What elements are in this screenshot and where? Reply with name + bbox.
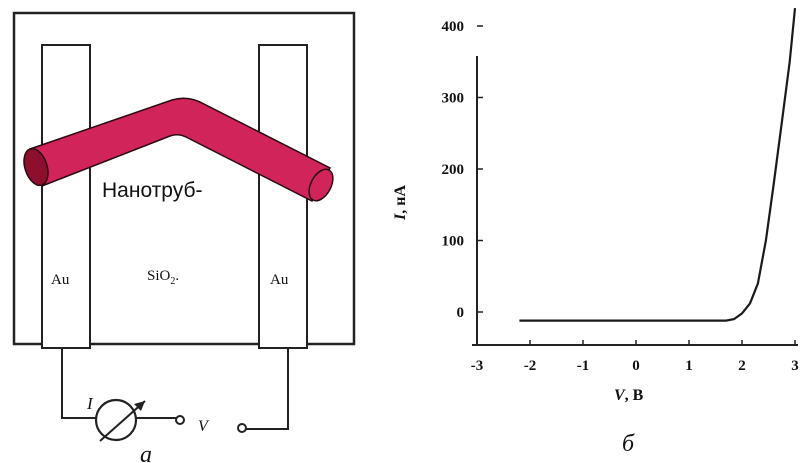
panel-b-caption: б <box>622 431 635 457</box>
y-axis-label: I, нА <box>392 185 409 221</box>
panel-b: -3 -2 -1 0 1 2 3 0 100 200 300 400 V, В I, нА б <box>392 7 799 457</box>
panel-a-caption: а <box>140 442 152 463</box>
x-ticks: -3 -2 -1 0 1 2 3 <box>471 340 799 374</box>
y-tick-label: 300 <box>442 91 465 107</box>
x-tick-label: 2 <box>738 358 746 374</box>
x-tick-label: 3 <box>791 358 799 374</box>
wire-left <box>61 348 96 419</box>
ammeter-needle <box>99 400 146 442</box>
terminal-right <box>237 423 247 433</box>
electrode-right <box>258 44 308 349</box>
nanotube-body <box>29 97 332 202</box>
y-tick-label: 200 <box>442 162 465 178</box>
terminal-left <box>175 415 185 425</box>
x-axis-label: V, В <box>614 387 644 404</box>
y-tick-label: 0 <box>457 305 465 321</box>
electrode-left <box>41 44 91 349</box>
electrode-right-label: Au <box>270 272 289 288</box>
substrate-frame <box>12 11 356 346</box>
x-tick-label: -2 <box>524 358 537 374</box>
wire-right <box>246 348 289 430</box>
iv-curve <box>519 7 797 322</box>
nanotube-label: Нанотруб- <box>102 179 202 202</box>
x-tick-label: -3 <box>471 358 484 374</box>
y-tick-label: 400 <box>442 19 465 35</box>
y-ticks: 0 100 200 300 400 <box>442 19 483 321</box>
electrode-left-label: Au <box>51 272 70 288</box>
panel-a: Нанотруб- Au Au SiO2. I V а <box>12 11 356 463</box>
ammeter-arrowhead <box>134 401 145 411</box>
y-tick-label: 100 <box>442 234 465 250</box>
voltage-label: V <box>198 418 210 435</box>
ammeter-icon <box>94 398 138 442</box>
x-tick-label: -1 <box>577 358 590 374</box>
substrate-label: SiO2. <box>147 268 179 287</box>
x-tick-label: 0 <box>632 358 640 374</box>
nanotube-end-left <box>23 147 49 187</box>
nanotube-end-right <box>308 168 334 202</box>
x-tick-label: 1 <box>685 358 693 374</box>
ammeter-label: I <box>86 394 94 413</box>
